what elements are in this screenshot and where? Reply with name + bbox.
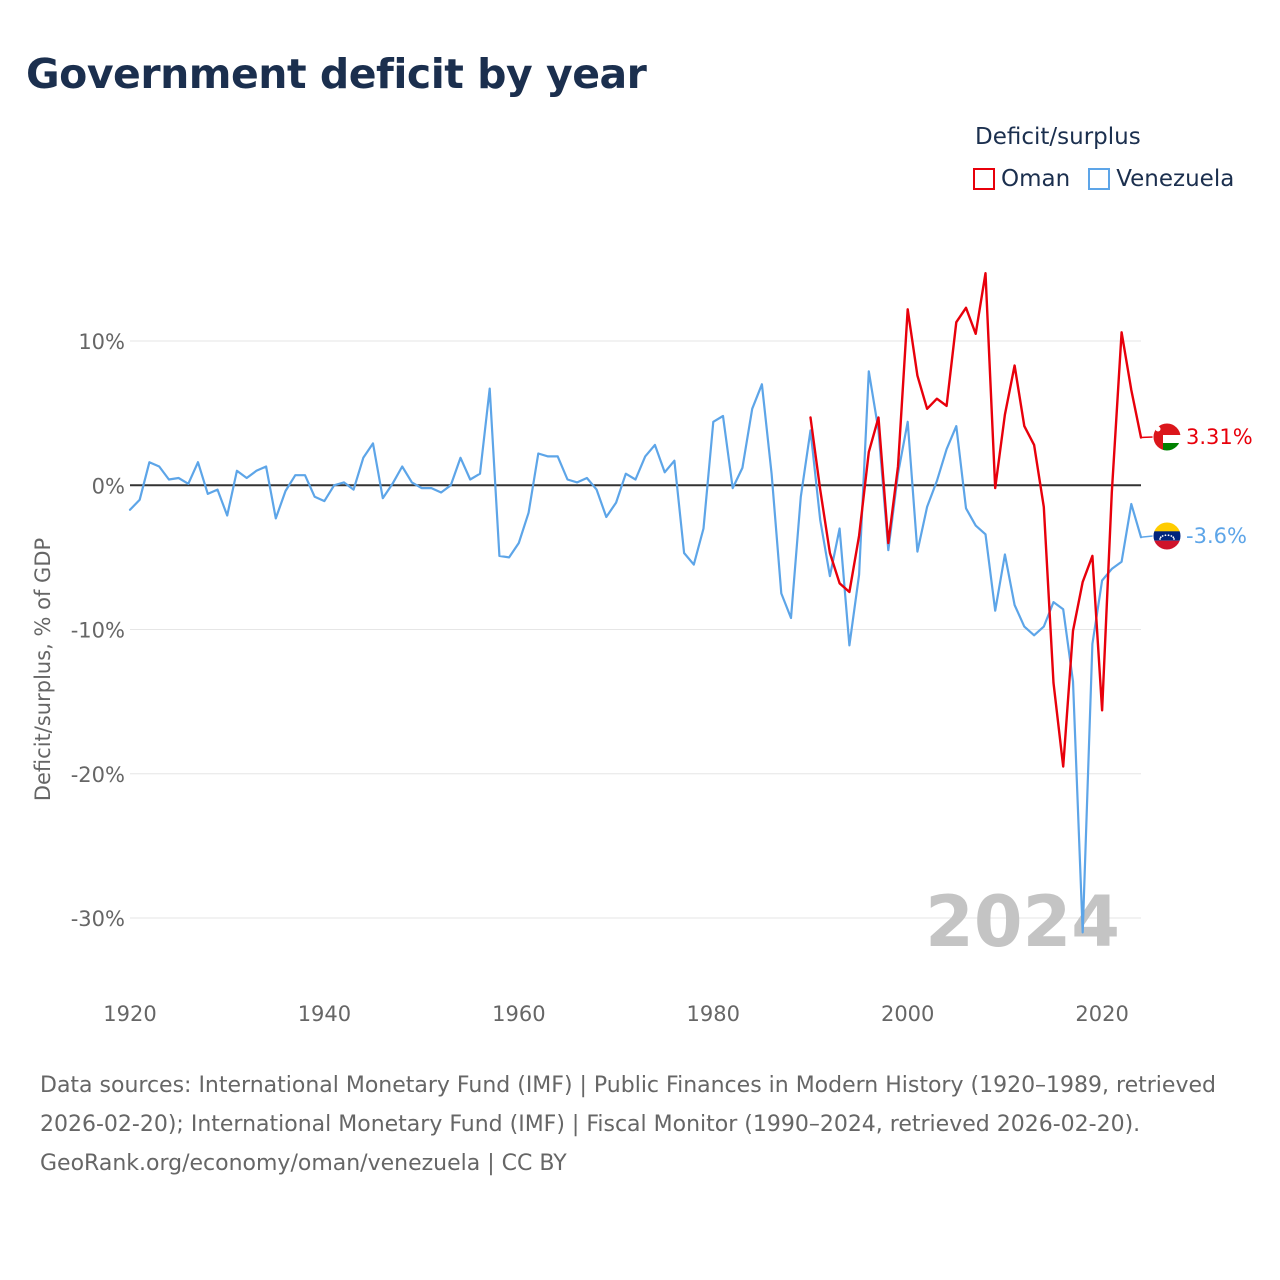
y-tick-label: 0% <box>92 474 125 498</box>
chart-title: Government deficit by year <box>26 50 647 98</box>
x-axis-ticks: 1920 1940 1960 1980 2000 2020 <box>103 1002 1129 1026</box>
end-label-venezuela: -3.6% <box>1186 524 1247 548</box>
legend-item-venezuela[interactable]: Venezuela <box>1088 166 1234 192</box>
x-tick-label: 1940 <box>298 1002 351 1026</box>
legend-swatch-venezuela <box>1088 168 1111 190</box>
y-tick-label: -10% <box>71 619 125 643</box>
end-connector-venezuela <box>1140 535 1154 538</box>
legend-swatch-oman <box>973 168 995 190</box>
legend-title: Deficit/surplus <box>975 124 1141 150</box>
legend-item-oman[interactable]: Oman <box>973 166 1070 192</box>
gridlines <box>130 340 1141 919</box>
end-label-oman: 3.31% <box>1186 425 1253 449</box>
series-line-oman[interactable] <box>809 272 1143 768</box>
y-tick-label: 10% <box>78 330 125 354</box>
year-watermark: 2024 <box>925 881 1120 963</box>
x-tick-label: 1920 <box>103 1002 156 1026</box>
x-tick-label: 1980 <box>687 1002 740 1026</box>
venezuela-flag-icon <box>1152 521 1182 551</box>
oman-flag-icon <box>1152 422 1182 452</box>
y-tick-label: -20% <box>71 763 125 787</box>
series-layer <box>128 272 1143 934</box>
series-line-venezuela[interactable] <box>128 370 1143 934</box>
end-connector-oman <box>1140 436 1154 439</box>
y-tick-label: -30% <box>71 907 125 931</box>
footer: Data sources: International Monetary Fun… <box>40 1066 1240 1183</box>
x-tick-label: 1960 <box>492 1002 545 1026</box>
line-chart: 2024 10% 0% -10% -20% -30% 1920 1940 1960 1980 2… <box>31 272 1253 1026</box>
x-tick-label: 2020 <box>1075 1002 1128 1026</box>
y-axis-ticks: 10% 0% -10% -20% -30% <box>71 330 125 931</box>
data-sources: Data sources: International Monetary Fun… <box>40 1073 1216 1137</box>
end-labels: 3.31% -3.6% <box>1140 422 1253 551</box>
credit-link[interactable]: GeoRank.org/economy/oman/venezuela | CC … <box>40 1151 567 1176</box>
legend-label-venezuela: Venezuela <box>1116 166 1235 192</box>
y-axis-title: Deficit/surplus, % of GDP <box>31 538 55 801</box>
legend: Oman Venezuela <box>973 166 1252 192</box>
legend-label-oman: Oman <box>1001 166 1071 192</box>
x-tick-label: 2000 <box>881 1002 934 1026</box>
